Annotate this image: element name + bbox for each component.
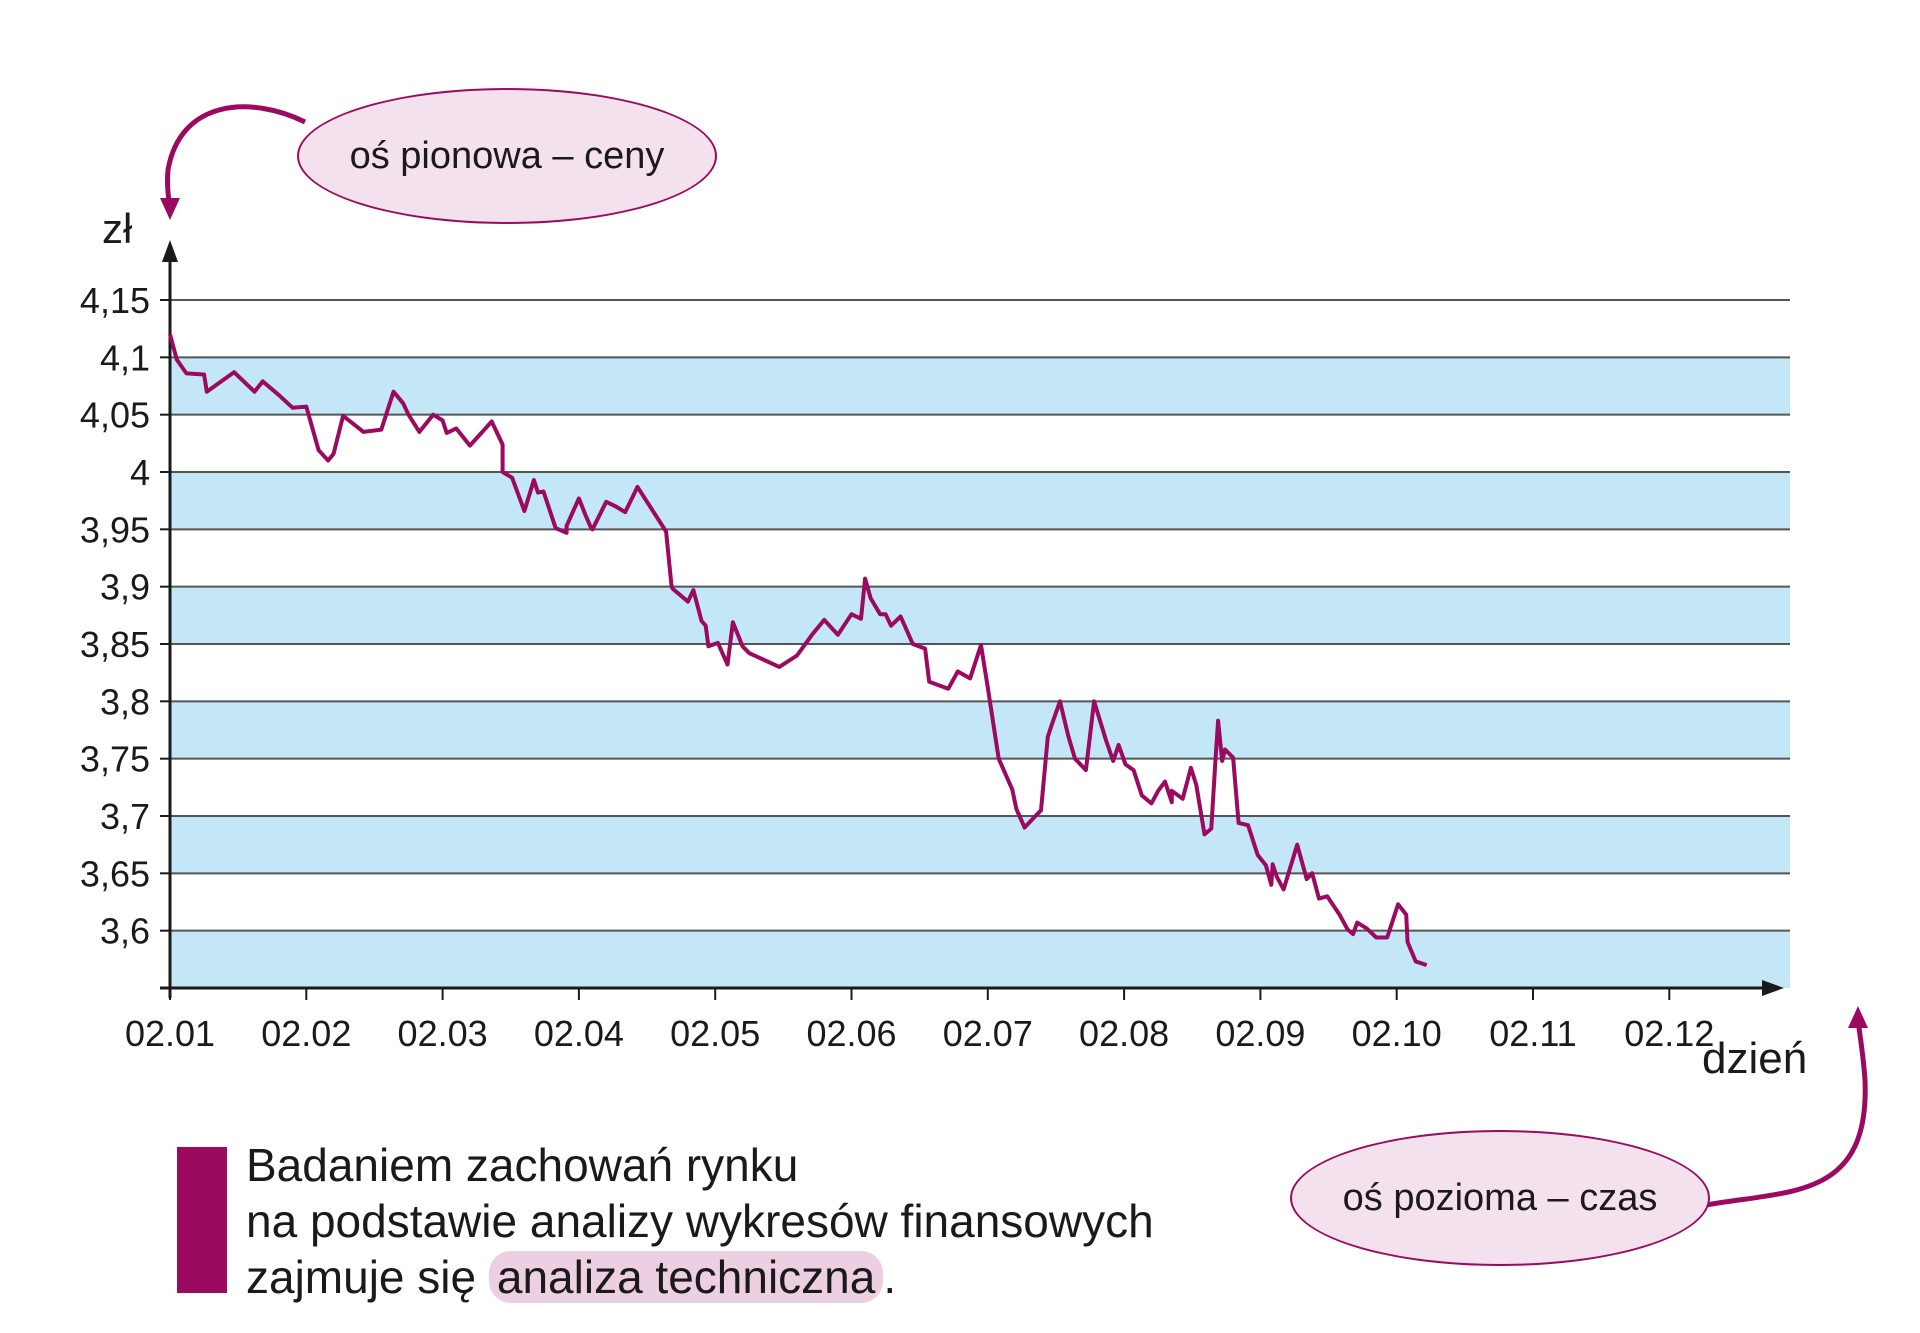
info-accent-bar bbox=[177, 1147, 227, 1293]
info-line-2: na podstawie analizy wykresów finansowyc… bbox=[246, 1195, 1154, 1247]
x-tick-label: 02.07 bbox=[943, 1013, 1033, 1054]
y-tick-label: 4,1 bbox=[100, 337, 150, 378]
info-line-3-prefix: zajmuje się bbox=[246, 1251, 489, 1303]
horizontal-axis-callout-text: oś pozioma – czas bbox=[1342, 1176, 1658, 1219]
horizontal-axis-callout: oś pozioma – czas bbox=[1290, 1130, 1710, 1266]
info-line-1: Badaniem zachowań rynku bbox=[246, 1139, 799, 1191]
y-tick-label: 3,85 bbox=[80, 624, 150, 665]
horizontal-callout-arrow bbox=[1705, 1017, 1868, 1208]
band bbox=[170, 586, 1790, 644]
callout-arrows bbox=[160, 104, 1868, 1208]
y-tick-label: 3,6 bbox=[100, 911, 150, 952]
y-tick-label: 3,95 bbox=[80, 509, 150, 550]
x-tick-label: 02.03 bbox=[398, 1013, 488, 1054]
y-tick-label: 4,05 bbox=[80, 395, 150, 436]
x-tick-label: 02.06 bbox=[806, 1013, 896, 1054]
y-tick-label: 3,75 bbox=[80, 739, 150, 780]
info-line-3-suffix: . bbox=[883, 1251, 897, 1303]
x-tick-label: 02.04 bbox=[534, 1013, 624, 1054]
x-axis-label: dzień bbox=[1702, 1034, 1808, 1083]
info-line-3: zajmuje się analiza techniczna. bbox=[246, 1249, 1154, 1305]
price-series bbox=[168, 333, 1428, 967]
x-tick-label: 02.12 bbox=[1624, 1013, 1714, 1054]
info-text: Badaniem zachowań rynku na podstawie ana… bbox=[246, 1137, 1154, 1305]
band bbox=[170, 930, 1790, 988]
chart-gridlines bbox=[160, 299, 1790, 932]
y-axis-label: zł bbox=[102, 205, 133, 252]
chart-bands bbox=[170, 357, 1790, 988]
y-axis-arrowhead bbox=[162, 240, 178, 262]
y-tick-label: 3,7 bbox=[100, 796, 150, 837]
x-axis-arrowhead bbox=[1762, 980, 1784, 996]
x-tick-label: 02.11 bbox=[1489, 1013, 1576, 1054]
x-tick-label: 02.09 bbox=[1215, 1013, 1305, 1054]
vertical-callout-arrowhead bbox=[160, 198, 180, 220]
band bbox=[170, 357, 1790, 415]
x-tick-label: 02.08 bbox=[1079, 1013, 1169, 1054]
y-tick-label: 4,15 bbox=[80, 280, 150, 321]
vertical-axis-callout: oś pionowa – ceny bbox=[297, 88, 717, 224]
band bbox=[170, 472, 1790, 530]
y-tick-label: 4 bbox=[130, 452, 150, 493]
x-tick-label: 02.01 bbox=[125, 1013, 215, 1054]
x-tick-label: 02.02 bbox=[261, 1013, 351, 1054]
highlighted-term: analiza techniczna bbox=[488, 1251, 884, 1303]
vertical-callout-arrow bbox=[164, 104, 307, 211]
y-tick-labels: 3,6 3,65 3,7 3,75 3,8 3,85 3,9 3,95 4 4,05 4,1 4,15 bbox=[80, 280, 150, 952]
x-tick-labels: 02.01 02.02 02.03 02.04 02.05 02.06 02.07 02.08… bbox=[125, 988, 1714, 1054]
vertical-axis-callout-text: oś pionowa – ceny bbox=[349, 134, 665, 177]
x-tick-label: 02.10 bbox=[1352, 1013, 1442, 1054]
band bbox=[170, 816, 1790, 874]
y-tick-label: 3,9 bbox=[100, 567, 150, 608]
y-tick-label: 3,8 bbox=[100, 681, 150, 722]
horizontal-callout-arrowhead bbox=[1848, 1006, 1868, 1028]
y-tick-label: 3,65 bbox=[80, 853, 150, 894]
price-line bbox=[168, 333, 1428, 967]
x-tick-label: 02.05 bbox=[670, 1013, 760, 1054]
band bbox=[170, 701, 1790, 759]
chart-axes bbox=[160, 240, 1784, 998]
